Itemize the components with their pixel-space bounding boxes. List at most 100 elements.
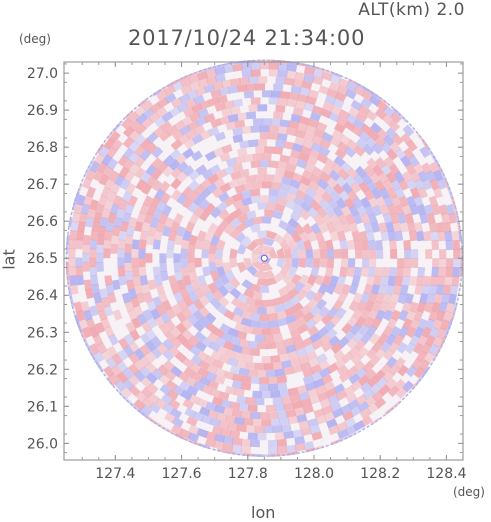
radar-cell — [250, 160, 261, 169]
radar-cell — [322, 275, 332, 287]
radar-cell — [182, 357, 194, 369]
radar-cell — [118, 337, 130, 350]
radar-cell — [90, 275, 99, 286]
radar-cell — [231, 380, 243, 390]
radar-cell — [254, 299, 265, 308]
radar-cell — [274, 203, 286, 213]
radar-cell — [340, 258, 349, 268]
radar-cell — [190, 279, 201, 291]
radar-cell — [218, 420, 230, 430]
radar-cell — [387, 230, 397, 242]
radar-cell — [92, 169, 104, 182]
radar-cell — [170, 283, 180, 295]
radar-cell — [307, 230, 318, 243]
radar-cell — [389, 141, 401, 153]
radar-cell — [160, 270, 169, 282]
radar-cell — [187, 262, 196, 273]
radar-cell — [210, 89, 222, 99]
radar-cell — [259, 132, 270, 140]
radar-cell — [336, 364, 349, 376]
radar-cell — [96, 342, 108, 354]
radar-cell — [272, 333, 283, 342]
radar-cell — [261, 356, 272, 364]
radar-cell — [308, 357, 320, 368]
timestamp-label: 2017/10/24 21:34:00 — [128, 26, 366, 50]
radar-cell — [367, 308, 379, 321]
radar-cell — [299, 87, 311, 97]
radar-cell — [101, 349, 113, 362]
radar-cell — [232, 162, 244, 173]
radar-cell — [329, 314, 342, 327]
radar-cell — [453, 258, 461, 269]
radar-cell — [192, 411, 205, 422]
radar-cell — [203, 83, 216, 94]
radar-cell — [390, 248, 398, 259]
radar-cell — [143, 292, 154, 304]
radar-cell — [416, 301, 427, 313]
radar-cell — [460, 249, 463, 259]
radar-cell — [193, 194, 205, 207]
radar-cell — [285, 444, 297, 453]
radar-cell — [240, 235, 252, 248]
radar-cell — [397, 212, 407, 224]
radar-cell — [374, 179, 386, 192]
radar-cell — [352, 213, 363, 225]
radar-cell — [82, 177, 93, 189]
radar-cell — [110, 243, 118, 254]
radar-cell — [109, 203, 120, 215]
radar-cell — [196, 71, 209, 81]
radar-cell — [250, 188, 261, 197]
radar-cell — [174, 270, 184, 282]
radar-cell — [283, 366, 294, 376]
radar-cell — [275, 139, 286, 148]
radar-cell — [252, 291, 263, 301]
radar-cell — [207, 282, 219, 294]
radar-cell — [256, 230, 267, 238]
radar-cell — [227, 357, 239, 367]
radar-cell — [343, 385, 356, 397]
radar-cell — [240, 346, 252, 356]
radar-cell — [451, 275, 460, 287]
radar-cell — [406, 178, 417, 191]
radar-cell — [416, 275, 425, 287]
radar-cell — [282, 299, 294, 311]
radar-cell — [362, 143, 375, 156]
radar-cell — [76, 275, 85, 286]
radar-cell — [409, 318, 421, 330]
radar-cell — [195, 86, 207, 97]
radar-cell — [223, 281, 235, 293]
radar-cell — [128, 341, 140, 353]
radar-cell — [318, 221, 329, 234]
radar-cell — [134, 155, 146, 168]
radar-cell — [187, 303, 199, 315]
radar-cell — [229, 227, 241, 239]
radar-cell — [145, 351, 157, 363]
radar-cell — [285, 163, 297, 173]
radar-cell — [176, 171, 188, 183]
radar-cell — [274, 303, 286, 313]
radar-cell — [180, 389, 193, 401]
radar-cell — [305, 95, 317, 106]
radar-cell — [268, 97, 279, 105]
radar-cell — [187, 314, 199, 326]
radar-cell — [301, 80, 313, 90]
radar-cell — [149, 102, 162, 114]
radar-cell — [292, 302, 304, 313]
radar-cell — [224, 195, 236, 207]
radar-cell — [275, 168, 286, 177]
radar-cell — [310, 222, 322, 235]
radar-cell — [423, 301, 434, 313]
radar-cell — [214, 367, 226, 378]
radar-cell — [231, 314, 244, 325]
radar-cell — [367, 292, 378, 304]
radar-cell — [223, 223, 235, 235]
radar-cell — [309, 199, 322, 212]
radar-cell — [146, 300, 157, 312]
radar-cell — [276, 258, 286, 269]
radar-cell — [207, 222, 219, 234]
radar-cell — [83, 194, 93, 207]
radar-cell — [394, 275, 404, 287]
radar-cell — [243, 90, 254, 99]
radar-cell — [297, 182, 310, 194]
radar-cell — [345, 88, 357, 100]
